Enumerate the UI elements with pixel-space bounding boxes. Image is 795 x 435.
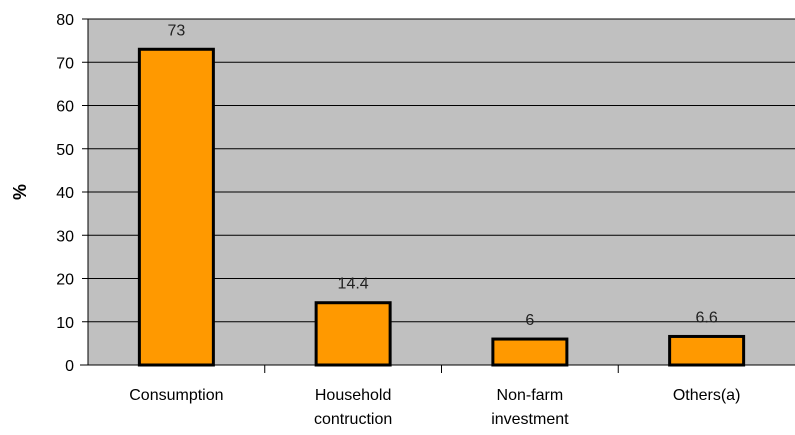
data-label: 6 [525, 312, 534, 329]
x-category-label: investment [491, 411, 569, 428]
bar [668, 334, 746, 367]
data-label: 73 [167, 22, 185, 39]
x-category-label: contruction [314, 411, 392, 428]
x-category-label: Consumption [129, 387, 223, 404]
y-tick-label: 20 [56, 272, 74, 289]
y-axis-label: % [10, 184, 30, 200]
y-tick-label: 80 [56, 12, 74, 29]
x-category-label: Non-farm [497, 387, 564, 404]
y-tick-label: 40 [56, 185, 74, 202]
data-label: 6.6 [696, 309, 718, 326]
x-category-label: Household [315, 387, 392, 404]
x-axis-categories: Consumption Household contruction Non-farm i… [129, 365, 740, 428]
y-tick-label: 50 [56, 142, 74, 159]
y-axis-ticks: 0 10 20 30 40 50 60 70 80 [56, 12, 88, 375]
bar [491, 337, 569, 367]
y-tick-label: 30 [56, 228, 74, 245]
y-tick-label: 70 [56, 55, 74, 72]
y-tick-label: 0 [65, 358, 74, 375]
y-tick-label: 60 [56, 99, 74, 116]
y-tick-label: 10 [56, 315, 74, 332]
bar [314, 301, 392, 367]
bars [137, 47, 746, 367]
x-category-label: Others(a) [673, 387, 741, 404]
data-label: 14.4 [338, 276, 369, 293]
bar [137, 47, 215, 367]
data-labels: 73 14.4 6 6.6 [167, 22, 717, 329]
